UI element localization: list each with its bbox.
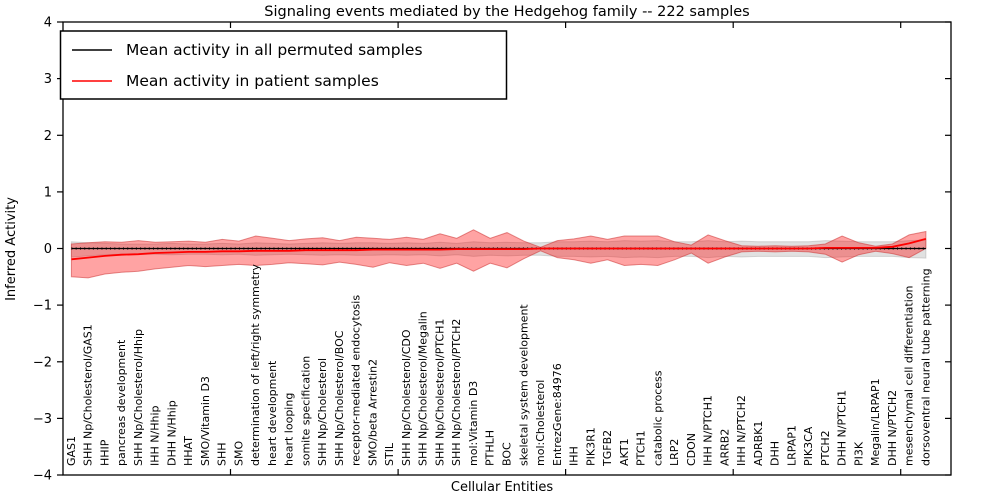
x-category-label: somite specification <box>299 356 312 466</box>
patient-mean-line <box>71 238 927 261</box>
x-category-label: heart development <box>266 360 279 466</box>
x-category-label: IHH N/Hhip <box>149 405 162 466</box>
y-tick-label: −2 <box>33 355 52 370</box>
x-category-label: IHH <box>568 446 581 466</box>
confidence-bands <box>70 229 927 279</box>
x-category-label: heart looping <box>283 393 296 466</box>
x-category-label: DHH N/PTCH1 <box>836 390 849 466</box>
x-category-label: SHH Np/Cholesterol/Megalin <box>417 311 430 466</box>
x-category-label: STIL <box>383 442 396 466</box>
x-category-label: SHH Np/Cholesterol/Hhip <box>132 329 145 466</box>
x-category-label: DHH <box>769 441 782 466</box>
legend: Mean activity in all permuted samples Me… <box>59 30 508 100</box>
y-tick-label: 0 <box>44 242 52 257</box>
x-category-label: skeletal system development <box>517 304 530 466</box>
x-category-label: PTCH1 <box>635 430 648 466</box>
y-tick-label: −1 <box>33 299 52 314</box>
x-category-label: PIK3CA <box>802 426 815 466</box>
x-category-label: mol:Vitamin D3 <box>467 381 480 466</box>
x-category-label: SHH <box>216 442 229 466</box>
x-category-label: GAS1 <box>65 436 78 466</box>
x-category-label: SHH Np/Cholesterol/PTCH1 <box>434 319 447 466</box>
x-category-label: AKT1 <box>618 438 631 466</box>
y-tick-label: −3 <box>33 412 52 427</box>
x-category-label: SHH Np/Cholesterol/CDO <box>400 329 413 466</box>
x-category-label: SHH Np/Cholesterol <box>316 358 329 466</box>
legend-permuted-label: Mean activity in all permuted samples <box>126 41 423 59</box>
y-axis-label: Inferred Activity <box>4 197 19 301</box>
x-category-label: determination of left/right symmetry <box>249 264 262 466</box>
x-category-label: TGFB2 <box>601 430 614 467</box>
x-category-label: receptor-mediated endocytosis <box>350 295 363 466</box>
x-category-label: DHH N/Hhip <box>165 400 178 466</box>
x-category-label: HHIP <box>98 439 111 466</box>
x-category-label: LRPAP1 <box>785 425 798 466</box>
x-category-label: PIK3R1 <box>584 427 597 466</box>
x-category-label: mesenchymal cell differentiation <box>903 285 916 466</box>
y-tick-labels: 4 3 2 1 0 −1 −2 −3 −4 <box>33 16 52 484</box>
x-category-label: catabolic process <box>651 370 664 466</box>
x-category-labels: GAS1 SHH Np/Cholesterol/GAS1 HHIP pancreas … <box>65 264 933 467</box>
x-category-label: ADRBK1 <box>752 421 765 466</box>
chart-title: Signaling events mediated by the Hedgeho… <box>264 4 749 20</box>
x-category-label: PI3K <box>852 441 865 466</box>
x-category-label: SMO/beta Arrestin2 <box>367 359 380 466</box>
x-category-label: SMO <box>232 441 245 466</box>
x-category-label: mol:Cholesterol <box>534 380 547 466</box>
y-tick-label: −4 <box>33 469 52 484</box>
x-category-label: SHH Np/Cholesterol/PTCH2 <box>450 319 463 466</box>
x-category-label: SHH Np/Cholesterol/GAS1 <box>82 324 95 466</box>
x-category-label: BOC <box>501 442 514 466</box>
x-category-label: SMO/Vitamin D3 <box>199 376 212 466</box>
y-tick-label: 4 <box>44 16 52 31</box>
x-category-label: IHH N/PTCH2 <box>735 395 748 466</box>
x-category-label: ARRB2 <box>718 429 731 466</box>
legend-box <box>59 30 508 100</box>
x-axis-label: Cellular Entities <box>451 480 553 495</box>
series-lines <box>71 238 927 261</box>
x-category-label: PTHLH <box>484 430 497 466</box>
y-tick-label: 3 <box>44 72 52 87</box>
x-category-label: IHH N/PTCH1 <box>702 395 715 466</box>
x-category-label: LRP2 <box>668 439 681 466</box>
y-tick-label: 1 <box>44 185 52 200</box>
legend-patient-label: Mean activity in patient samples <box>126 72 379 90</box>
x-category-label: dorsoventral neural tube patterning <box>919 268 932 466</box>
x-category-label: Megalin/LRPAP1 <box>869 378 882 466</box>
x-category-label: pancreas development <box>115 339 128 466</box>
x-category-label: DHH N/PTCH2 <box>886 390 899 466</box>
x-category-label: HHAT <box>182 436 195 466</box>
y-tick-label: 2 <box>44 129 52 144</box>
x-category-label: SHH Np/Cholesterol/BOC <box>333 330 346 466</box>
x-category-label: EntrezGene:84976 <box>551 363 564 466</box>
x-category-label: PTCH2 <box>819 430 832 466</box>
x-category-label: CDON <box>685 433 698 466</box>
